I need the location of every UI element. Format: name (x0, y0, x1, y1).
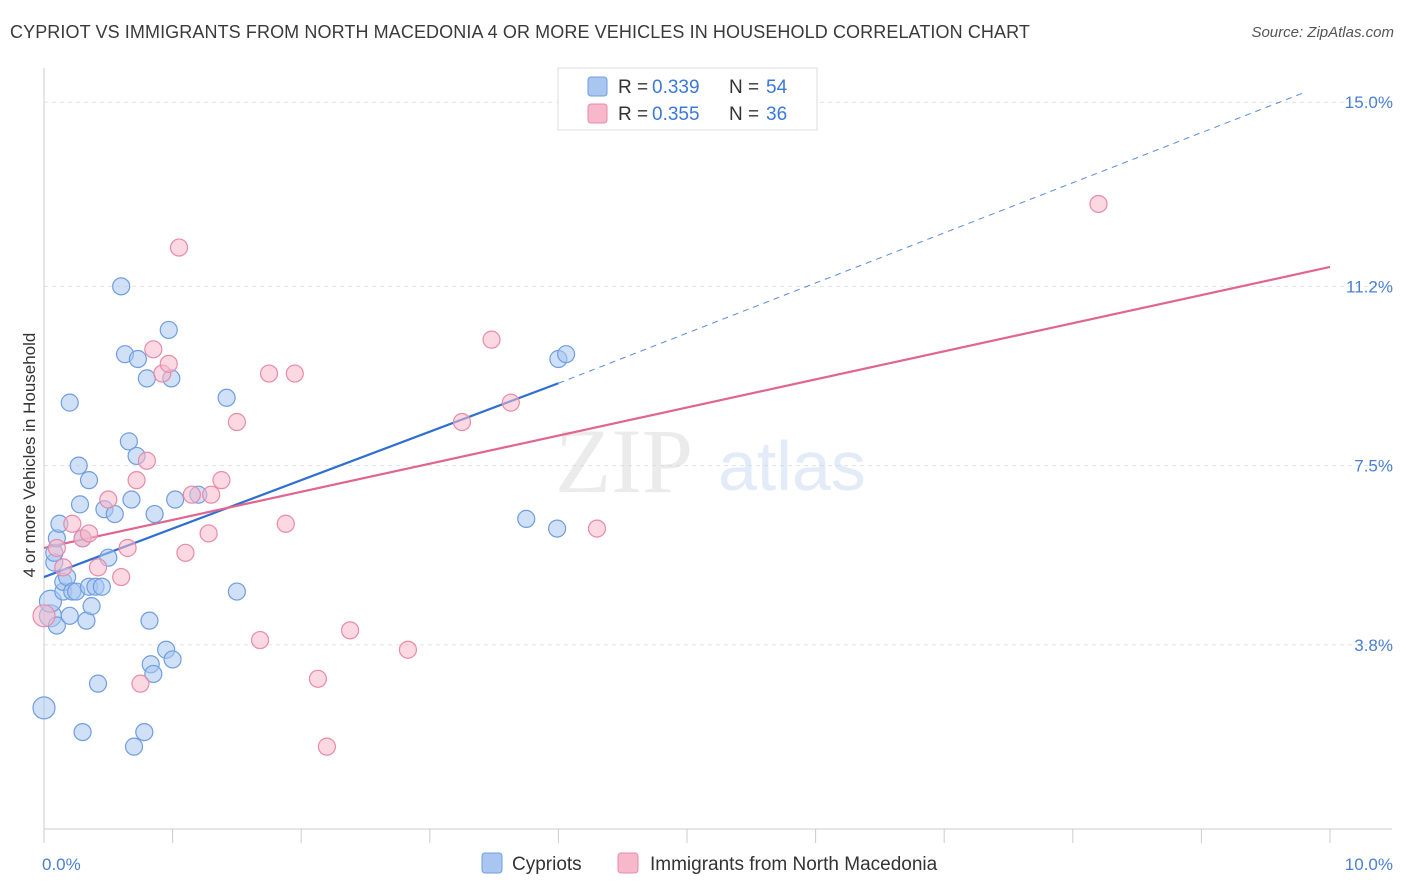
data-point-1-33 (501, 393, 520, 412)
data-point-0-50 (517, 509, 536, 529)
legend-swatch-macedonia (587, 103, 608, 124)
data-point-0-0 (32, 696, 56, 720)
chart-title: CYPRIOT VS IMMIGRANTS FROM NORTH MACEDON… (10, 22, 1030, 42)
data-point-1-18 (182, 485, 201, 504)
x-tick-label-max: 10.0% (1345, 855, 1393, 874)
data-point-0-24 (88, 674, 108, 693)
data-point-1-15 (159, 354, 178, 373)
y-tick-label-2: 11.2% (1346, 277, 1393, 296)
data-point-1-29 (340, 621, 360, 640)
y-tick-label-0: 3.8% (1354, 636, 1393, 655)
source-credit: Source: ZipAtlas.com (1251, 24, 1394, 41)
data-point-0-11 (60, 606, 79, 625)
data-point-1-19 (199, 524, 218, 543)
data-point-1-6 (88, 558, 108, 577)
data-point-1-10 (127, 471, 146, 490)
data-point-0-45 (163, 650, 182, 669)
y-tick-label-3: 15.0% (1345, 93, 1393, 112)
data-point-0-12 (60, 393, 79, 412)
bottom-legend: Cypriots Immigrants from North Macedonia (481, 852, 938, 875)
data-point-0-37 (137, 369, 156, 388)
data-point-1-23 (250, 630, 270, 650)
watermark-atlas: atlas (718, 427, 866, 505)
data-point-0-41 (145, 504, 164, 524)
y-axis-label: 4 or more Vehicles in Household (20, 333, 39, 578)
data-point-1-11 (131, 674, 150, 693)
top-legend: R = 0.339 N = 54 R = 0.355 N = 36 (557, 67, 818, 131)
data-point-1-2 (54, 558, 73, 577)
legend-n-label-2: N = (729, 104, 759, 125)
data-point-0-21 (79, 471, 99, 490)
data-point-1-31 (452, 412, 472, 432)
data-point-1-12 (137, 451, 156, 470)
data-point-0-43 (159, 320, 178, 340)
bottom-legend-swatch-macedonia (617, 852, 639, 874)
data-point-1-3 (63, 514, 82, 533)
data-point-1-13 (144, 340, 163, 359)
data-point-0-48 (217, 388, 236, 407)
data-point-0-40 (144, 664, 163, 684)
legend-r-label-2: R = (618, 104, 648, 125)
data-point-1-9 (118, 538, 137, 558)
data-point-1-32 (482, 330, 501, 349)
data-point-1-24 (259, 364, 279, 383)
data-point-1-7 (99, 490, 118, 509)
data-point-0-51 (548, 519, 567, 538)
data-point-0-33 (124, 737, 144, 756)
data-point-1-30 (398, 640, 418, 659)
data-point-0-29 (112, 277, 131, 296)
data-point-1-8 (112, 567, 131, 587)
data-point-0-35 (128, 349, 147, 369)
data-point-0-18 (73, 722, 92, 742)
data-point-1-34 (587, 519, 607, 538)
data-point-1-16 (169, 238, 189, 257)
data-point-0-46 (166, 490, 185, 509)
bottom-legend-label-macedonia: Immigrants from North Macedonia (650, 854, 938, 875)
y-tick-label-1: 7.5% (1354, 457, 1393, 476)
data-point-1-5 (79, 524, 99, 543)
data-point-0-49 (227, 582, 246, 601)
data-point-0-15 (69, 456, 88, 475)
data-point-1-26 (285, 364, 304, 383)
data-point-1-27 (308, 669, 328, 688)
watermark: ZIP atlas (555, 410, 866, 512)
data-point-1-21 (212, 471, 231, 490)
data-point-0-25 (92, 577, 111, 596)
trend-line-1 (43, 265, 1331, 550)
legend-r-value-1: 0.339 (652, 77, 700, 98)
data-point-0-38 (140, 611, 159, 630)
legend-r-label-1: R = (618, 77, 648, 98)
data-point-0-31 (119, 432, 138, 451)
legend-swatch-cypriots (587, 76, 608, 97)
bottom-legend-label-cypriots: Cypriots (512, 854, 582, 875)
data-point-1-28 (317, 737, 337, 756)
data-point-0-16 (70, 495, 90, 514)
gridlines (44, 101, 1392, 646)
data-point-1-1 (47, 538, 66, 558)
data-point-1-0 (32, 604, 56, 628)
data-point-0-53 (557, 345, 576, 364)
data-point-0-32 (122, 490, 141, 509)
data-point-0-22 (82, 597, 101, 616)
data-point-1-35 (1089, 194, 1108, 214)
legend-n-value-1: 54 (766, 77, 788, 98)
legend-r-value-2: 0.355 (652, 104, 700, 125)
legend-n-value-2: 36 (766, 104, 787, 125)
data-point-1-20 (202, 485, 221, 504)
trend-line-extension-0 (558, 92, 1305, 384)
data-point-1-17 (176, 543, 195, 562)
x-tick-label-min: 0.0% (42, 855, 81, 874)
data-points (32, 194, 1108, 756)
x-tick-labels: 0.0% 10.0% (42, 855, 1393, 874)
watermark-zip: ZIP (555, 410, 693, 512)
data-point-1-22 (227, 412, 246, 432)
y-tick-labels: 3.8% 7.5% 11.2% 15.0% (1345, 93, 1393, 655)
data-point-0-36 (135, 722, 154, 742)
bottom-legend-swatch-cypriots (481, 852, 503, 874)
data-point-1-25 (276, 514, 295, 533)
legend-n-label-1: N = (729, 77, 759, 98)
